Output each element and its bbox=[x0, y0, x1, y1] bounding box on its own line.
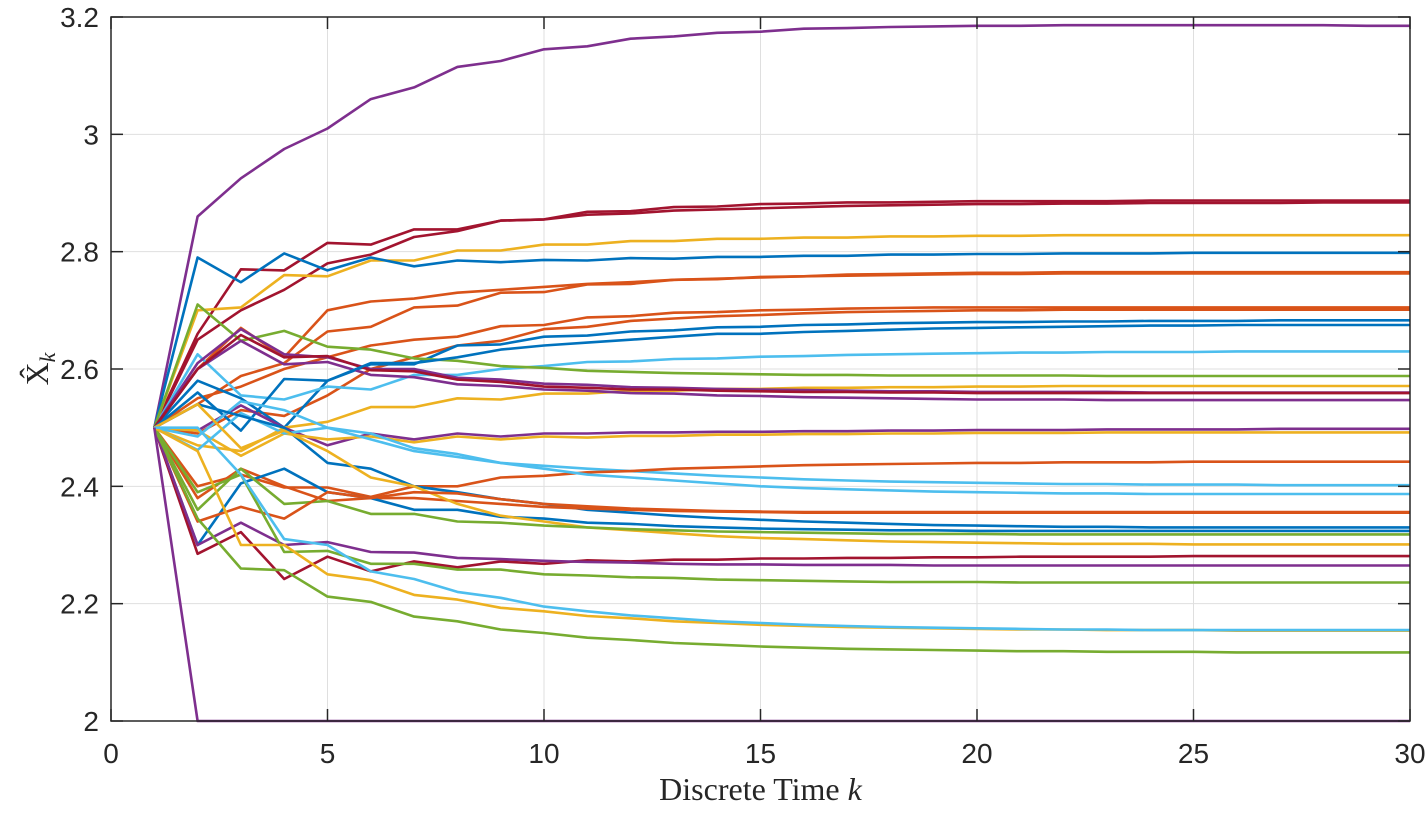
series-line-s23 bbox=[153, 402, 1410, 529]
y-tick-label: 2.4 bbox=[60, 471, 99, 502]
series-line-s14 bbox=[153, 327, 1410, 429]
series-line-s29 bbox=[153, 427, 1410, 523]
series-line-s26 bbox=[153, 402, 1410, 546]
series-line-s15 bbox=[153, 339, 1410, 429]
series-line-s20 bbox=[153, 411, 1410, 487]
series-line-s27 bbox=[153, 427, 1410, 536]
series-line-s3 bbox=[153, 201, 1410, 429]
x-tick-label: 0 bbox=[103, 738, 119, 769]
x-tick-label: 30 bbox=[1394, 738, 1425, 769]
y-axis-title-sub: k bbox=[35, 351, 60, 362]
y-tick-label: 2.6 bbox=[60, 354, 99, 385]
x-tick-label: 5 bbox=[320, 738, 336, 769]
x-tick-label: 25 bbox=[1178, 738, 1209, 769]
series-line-s35 bbox=[153, 427, 1410, 723]
series-line-s7 bbox=[153, 270, 1410, 429]
x-tick-label: 20 bbox=[961, 738, 992, 769]
series-line-s34 bbox=[154, 426, 1410, 632]
y-axis-title: X̂k bbox=[19, 351, 60, 385]
series-line-s4 bbox=[153, 233, 1410, 429]
series-line-s28 bbox=[153, 427, 1410, 581]
y-tick-label: 2.2 bbox=[60, 589, 99, 620]
x-axis-title-text: Discrete Time bbox=[659, 771, 847, 807]
series-line-s16 bbox=[153, 333, 1410, 429]
series-line-s11 bbox=[153, 350, 1410, 429]
series-line-s22 bbox=[154, 399, 1410, 496]
series-line-s32 bbox=[153, 426, 1410, 584]
y-tick-label: 2 bbox=[83, 706, 99, 737]
series-line-s13 bbox=[153, 384, 1410, 453]
series-line-s9 bbox=[154, 308, 1410, 435]
series-line-s18 bbox=[154, 404, 1410, 447]
y-tick-label: 3 bbox=[83, 119, 99, 150]
series-line-s2 bbox=[153, 199, 1410, 429]
x-axis-title-var: k bbox=[848, 771, 863, 807]
x-tick-label: 15 bbox=[745, 738, 776, 769]
axis-ticks bbox=[110, 16, 1411, 722]
series-line-s31 bbox=[153, 427, 1410, 654]
series-line-s1 bbox=[153, 23, 1410, 428]
series-layer bbox=[153, 23, 1410, 723]
tick-labels: 0 5 10 15 20 25 30 2 2.2 2.4 2.6 2.8 3 3.2 bbox=[60, 2, 1426, 769]
y-tick-label: 2.8 bbox=[60, 237, 99, 268]
series-line-s21 bbox=[153, 426, 1410, 499]
series-line-s12 bbox=[153, 303, 1410, 429]
x-axis-title: Discrete Time k bbox=[659, 771, 862, 807]
x-tick-label: 10 bbox=[528, 738, 559, 769]
y-axis-title-main: X̂ bbox=[19, 362, 55, 385]
grid-lines bbox=[111, 17, 1410, 721]
series-line-s17 bbox=[153, 323, 1410, 432]
series-line-s30 bbox=[153, 427, 1410, 567]
y-tick-label: 3.2 bbox=[60, 2, 99, 33]
series-line-s8 bbox=[153, 306, 1410, 429]
series-line-s5 bbox=[153, 251, 1410, 429]
